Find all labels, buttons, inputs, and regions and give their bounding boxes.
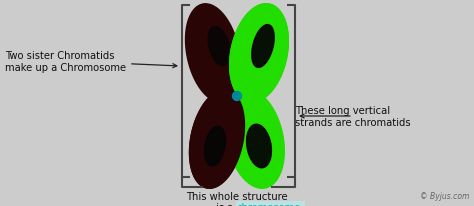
Circle shape [233,92,241,101]
Polygon shape [205,127,226,166]
Polygon shape [190,90,245,188]
Polygon shape [205,127,226,166]
Text: These long vertical
strands are chromatids: These long vertical strands are chromati… [295,106,410,127]
Polygon shape [246,125,272,168]
Polygon shape [185,5,240,103]
Text: Two sister Chromatids
make up a Chromosome: Two sister Chromatids make up a Chromoso… [5,51,177,73]
Text: This whole structure: This whole structure [186,191,288,201]
Text: chromosome.: chromosome. [237,202,305,206]
Polygon shape [208,27,230,66]
Polygon shape [230,5,288,103]
Text: © Byjus.com: © Byjus.com [419,191,469,200]
Polygon shape [226,90,284,188]
Polygon shape [252,26,274,68]
Polygon shape [252,26,274,68]
Polygon shape [230,5,288,103]
Polygon shape [190,90,245,188]
Text: is a: is a [217,202,237,206]
